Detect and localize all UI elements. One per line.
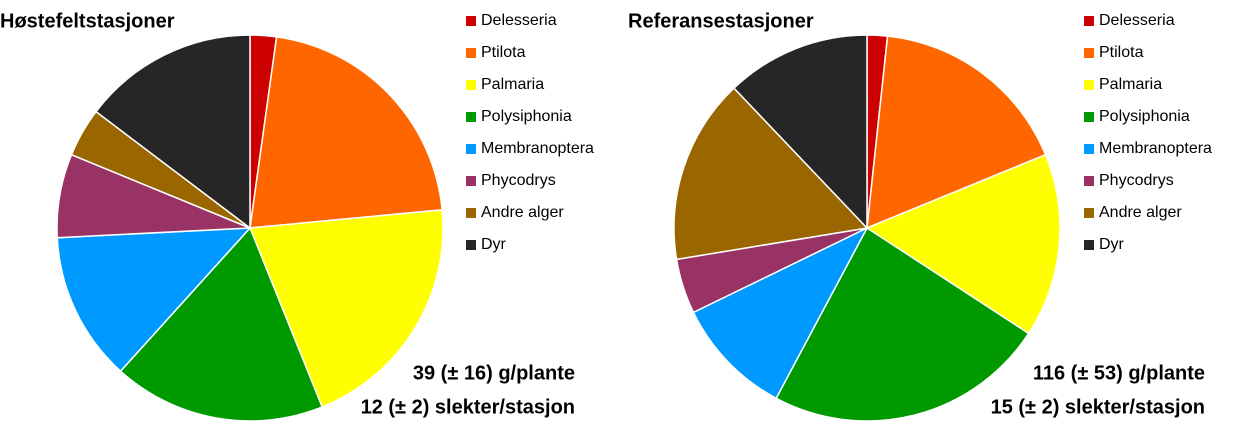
pie-slice <box>56 227 252 373</box>
pie-slice <box>673 87 869 261</box>
legend-label: Palmaria <box>481 76 544 93</box>
legend-label: Delesseria <box>481 12 557 29</box>
legend-swatch <box>466 208 476 218</box>
legend-label: Delesseria <box>1099 12 1175 29</box>
legend-label: Phycodrys <box>481 172 556 189</box>
legend-label: Palmaria <box>1099 76 1162 93</box>
legend-label: Ptilota <box>1099 44 1144 61</box>
legend-swatch <box>1084 208 1094 218</box>
legend-swatch <box>1084 112 1094 122</box>
legend-swatch <box>466 176 476 186</box>
legend-swatch <box>1084 16 1094 26</box>
pie-slice <box>775 226 1030 422</box>
legend-swatch <box>466 80 476 90</box>
annotation: 116 (± 53) g/plante <box>1033 362 1205 384</box>
legend-swatch <box>1084 176 1094 186</box>
legend-label: Dyr <box>481 236 507 253</box>
legend-swatch <box>466 16 476 26</box>
legend-label: Andre alger <box>1099 204 1182 221</box>
annotation: 12 (± 2) slekter/stasjon <box>361 396 575 418</box>
pie-slice <box>732 34 868 230</box>
legend-swatch <box>1084 48 1094 58</box>
annotation: 39 (± 16) g/plante <box>413 362 575 384</box>
pie-slice <box>692 226 869 400</box>
legend-label: Membranoptera <box>481 140 594 157</box>
legend-label: Polysiphonia <box>481 108 572 125</box>
chart-title: Referansestasjoner <box>628 10 814 32</box>
legend-swatch <box>466 112 476 122</box>
legend-swatch <box>466 144 476 154</box>
legend-label: Andre alger <box>481 204 564 221</box>
legend-label: Ptilota <box>481 44 526 61</box>
legend-label: Polysiphonia <box>1099 108 1190 125</box>
pie-slice <box>119 226 324 422</box>
pie-slice <box>94 34 251 230</box>
annotation: 15 (± 2) slekter/stasjon <box>991 396 1205 418</box>
legend-swatch <box>466 240 476 250</box>
pie-slice <box>248 209 444 408</box>
legend-swatch <box>1084 144 1094 154</box>
pie-slice <box>249 35 443 229</box>
legend-swatch <box>1084 80 1094 90</box>
legend-label: Membranoptera <box>1099 140 1212 157</box>
legend-swatch <box>466 48 476 58</box>
pie-slice <box>865 153 1061 335</box>
pie-slice <box>866 35 1047 230</box>
chart-title: Høstefeltstasjoner <box>0 10 175 32</box>
legend-label: Dyr <box>1099 236 1125 253</box>
legend-label: Phycodrys <box>1099 172 1174 189</box>
legend-swatch <box>1084 240 1094 250</box>
